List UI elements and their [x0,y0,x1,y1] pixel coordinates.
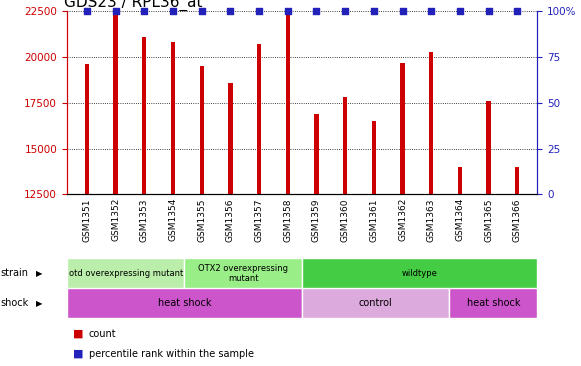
Point [197,8,206,14]
Text: ■: ■ [73,349,83,359]
Bar [199,66,204,194]
Text: count: count [89,329,117,339]
Point [312,8,321,14]
Bar [85,64,89,194]
Bar [185,258,302,288]
Text: GSM1360: GSM1360 [340,198,350,242]
Bar [314,114,318,194]
Text: ▶: ▶ [36,299,42,308]
Point [398,8,407,14]
Text: GSM1364: GSM1364 [456,198,464,242]
Point [226,8,235,14]
Text: strain: strain [1,268,28,279]
Bar [286,15,290,194]
Text: heat shock: heat shock [467,298,520,309]
Bar [257,44,261,194]
Text: GSM1363: GSM1363 [427,198,436,242]
Bar [67,258,185,288]
Point [254,8,264,14]
Text: GSM1352: GSM1352 [111,198,120,242]
Text: GSM1353: GSM1353 [140,198,149,242]
Text: GSM1362: GSM1362 [398,198,407,242]
Point [369,8,378,14]
Text: GSM1355: GSM1355 [197,198,206,242]
Text: percentile rank within the sample: percentile rank within the sample [89,349,254,359]
Text: GSM1354: GSM1354 [168,198,177,242]
Point [168,8,178,14]
Bar [458,167,462,194]
Text: control: control [359,298,393,309]
Bar [515,167,519,194]
Text: GSM1366: GSM1366 [513,198,522,242]
Text: GSM1357: GSM1357 [254,198,264,242]
Point [426,8,436,14]
Text: ■: ■ [73,329,83,339]
Text: GSM1358: GSM1358 [284,198,292,242]
Point [283,8,292,14]
Text: GSM1365: GSM1365 [484,198,493,242]
Bar [113,13,118,194]
Bar [302,258,537,288]
Point [484,8,493,14]
Point [139,8,149,14]
Bar [343,97,347,194]
Bar [228,83,232,194]
Bar [302,288,449,318]
Point [111,8,120,14]
Bar [449,288,537,318]
Text: otd overexpressing mutant: otd overexpressing mutant [69,269,183,278]
Bar [429,52,433,194]
Text: OTX2 overexpressing
mutant: OTX2 overexpressing mutant [198,264,288,283]
Text: shock: shock [1,298,29,309]
Text: GDS23 / RPL36_at: GDS23 / RPL36_at [64,0,203,11]
Point [83,8,92,14]
Bar [171,42,175,194]
Point [456,8,465,14]
Bar [372,121,376,194]
Text: GSM1359: GSM1359 [312,198,321,242]
Point [340,8,350,14]
Point [512,8,522,14]
Text: GSM1361: GSM1361 [370,198,378,242]
Text: GSM1351: GSM1351 [83,198,91,242]
Text: wildtype: wildtype [402,269,437,278]
Bar [486,101,491,194]
Text: heat shock: heat shock [157,298,211,309]
Bar [400,63,405,194]
Bar [67,288,302,318]
Text: ▶: ▶ [36,269,42,278]
Text: GSM1356: GSM1356 [226,198,235,242]
Bar [142,37,146,194]
